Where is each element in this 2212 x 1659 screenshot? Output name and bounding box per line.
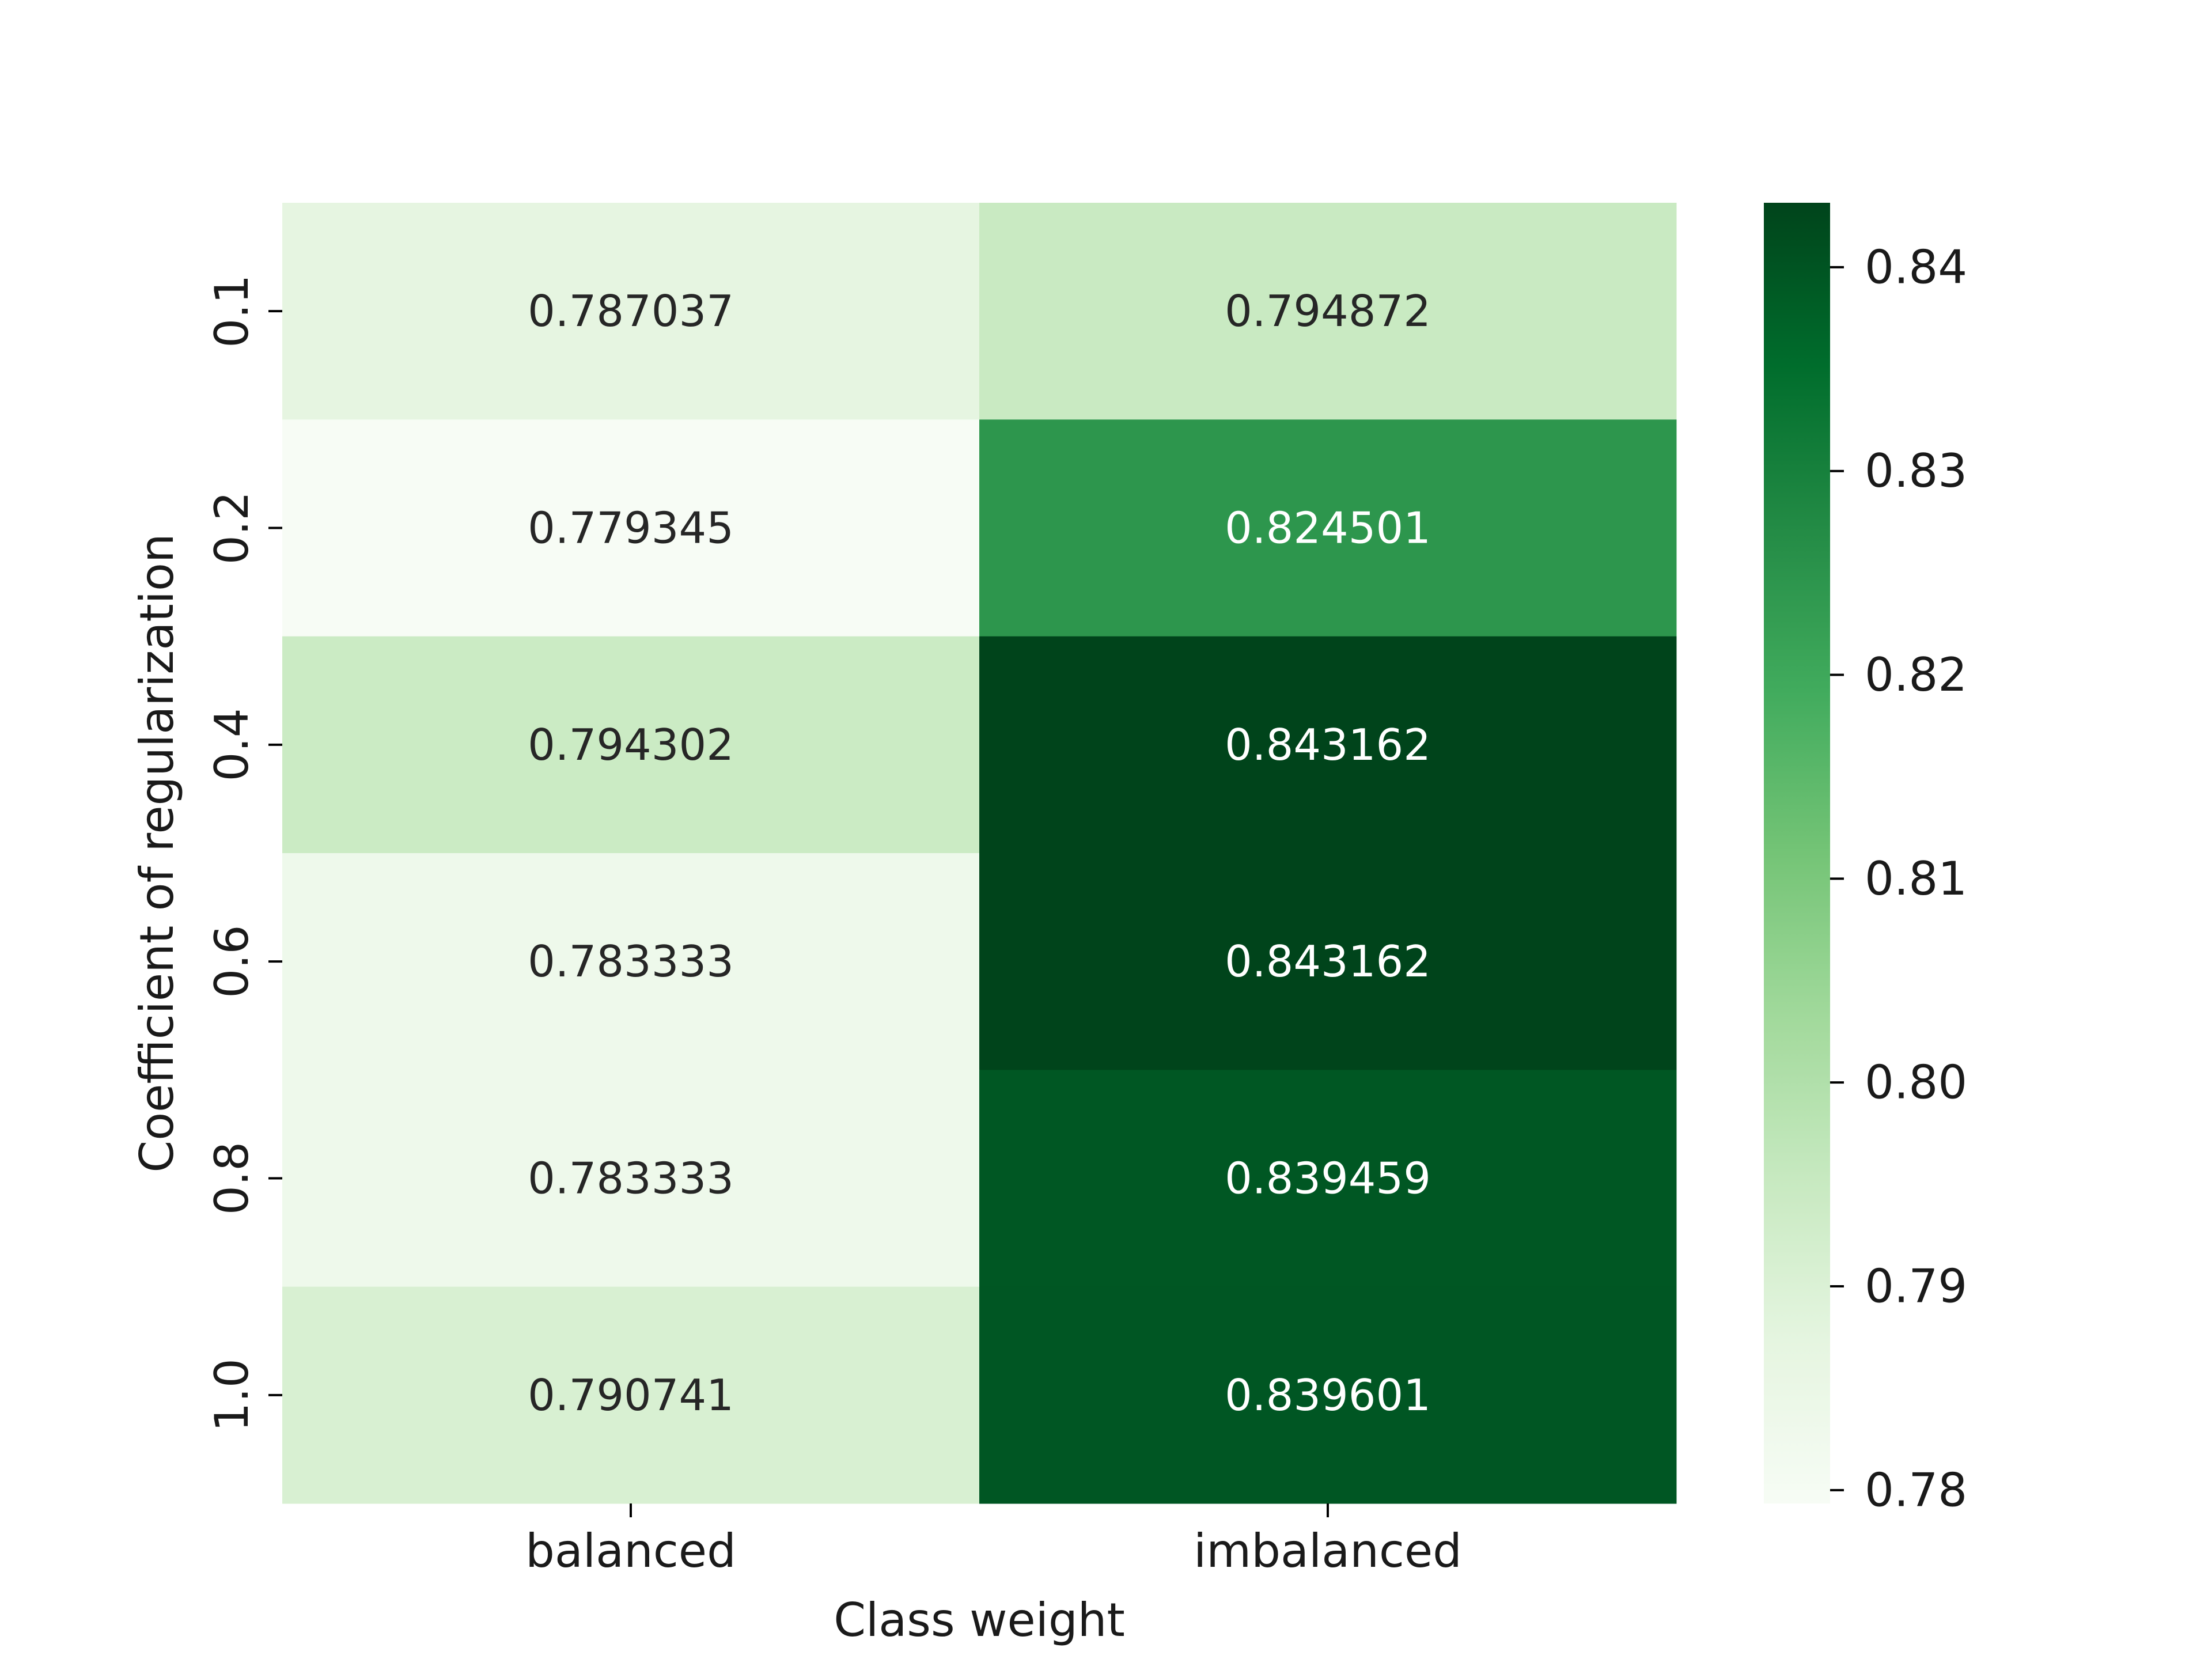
y-axis-label: Coefficient of regularization [130, 533, 184, 1172]
heatmap-cell-r5-c0 [282, 1286, 980, 1504]
colorbar-tick-label-6: 0.84 [1865, 240, 1967, 294]
cell-label-r5-c1: 0.839601 [1225, 1370, 1431, 1421]
heatmap-cell-r4-c1 [979, 1070, 1677, 1287]
y-tick-label-5: 1.0 [205, 1358, 259, 1431]
colorbar-tick-label-5: 0.83 [1865, 444, 1967, 498]
heatmap-cell-r4-c0 [282, 1070, 980, 1287]
heatmap-cell-labels: 0.787037 0.794872 0.779345 0.824501 0.794302… [528, 286, 1431, 1421]
y-tick-label-2: 0.4 [205, 708, 259, 781]
cell-label-r4-c1: 0.839459 [1225, 1153, 1431, 1204]
x-tick-label-1: imbalanced [1194, 1524, 1462, 1578]
cell-label-r5-c0: 0.790741 [528, 1370, 734, 1421]
cell-label-r4-c0: 0.783333 [528, 1153, 734, 1204]
heatmap-cell-r0-c0 [282, 203, 980, 420]
colorbar-tick-label-3: 0.81 [1865, 852, 1967, 906]
heatmap-cells [282, 203, 1677, 1504]
y-tick-label-3: 0.6 [205, 925, 259, 998]
y-tick-label-1: 0.2 [205, 491, 259, 565]
x-tick-label-0: balanced [525, 1524, 736, 1578]
cell-label-r1-c1: 0.824501 [1225, 503, 1431, 554]
heatmap-cell-r1-c1 [979, 419, 1677, 637]
cell-label-r3-c1: 0.843162 [1225, 936, 1431, 987]
cell-label-r0-c1: 0.794872 [1225, 286, 1431, 336]
heatmap-cell-r3-c0 [282, 853, 980, 1070]
heatmap-cell-r0-c1 [979, 203, 1677, 420]
colorbar-tick-label-2: 0.80 [1865, 1056, 1967, 1109]
y-axis: 0.1 0.2 0.4 0.6 0.8 1.0 [205, 275, 282, 1431]
heatmap-cell-r3-c1 [979, 853, 1677, 1070]
cell-label-r3-c0: 0.783333 [528, 936, 734, 987]
cell-label-r0-c0: 0.787037 [528, 286, 734, 336]
colorbar-tick-label-4: 0.82 [1865, 648, 1967, 702]
cell-label-r1-c0: 0.779345 [528, 503, 734, 554]
heatmap-cell-r1-c0 [282, 419, 980, 637]
cell-label-r2-c1: 0.843162 [1225, 719, 1431, 770]
colorbar-gradient [1764, 203, 1830, 1503]
x-axis: balanced imbalanced [525, 1503, 1462, 1578]
cell-label-r2-c0: 0.794302 [528, 719, 734, 770]
heatmap-cell-r2-c1 [979, 636, 1677, 854]
x-axis-label: Class weight [834, 1593, 1125, 1647]
heatmap-cell-r2-c0 [282, 636, 980, 854]
y-tick-label-0: 0.1 [205, 275, 259, 348]
colorbar: 0.78 0.79 0.80 0.81 0.82 0.83 0.84 [1764, 203, 1967, 1517]
heatmap-cell-r5-c1 [979, 1286, 1677, 1504]
colorbar-tick-label-0: 0.78 [1865, 1463, 1967, 1517]
y-tick-label-4: 0.8 [205, 1142, 259, 1215]
colorbar-tick-label-1: 0.79 [1865, 1260, 1967, 1313]
